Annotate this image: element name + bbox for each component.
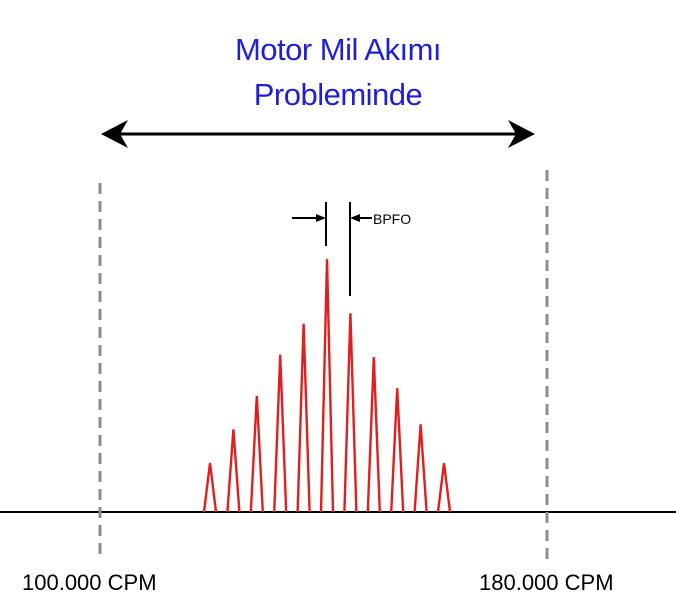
spectrum-peak (296, 323, 311, 513)
spectrum-peaks (202, 259, 452, 513)
title-line-1: Motor Mil Akımı (234, 32, 442, 67)
spectrum-peak (273, 354, 288, 513)
right-frequency-label: 180.000 CPM (479, 570, 614, 595)
left-frequency-label: 100.000 CPM (22, 570, 157, 595)
spectrum-peak (226, 429, 241, 513)
spectrum-peak (202, 462, 218, 513)
spectrum-peak (319, 259, 335, 513)
bpfo-label: BPFO (373, 211, 412, 227)
bpfo-spacing-indicator (292, 202, 372, 296)
range-arrow (101, 120, 535, 148)
spectrum-peak (413, 424, 428, 513)
spectrum-peak (249, 395, 264, 513)
spectrum-peak (343, 313, 358, 513)
spectrum-peak (390, 388, 405, 513)
spectrum-peak (366, 357, 381, 513)
title-line-2: Probleminde (253, 77, 423, 112)
spectrum-peak (436, 462, 452, 513)
